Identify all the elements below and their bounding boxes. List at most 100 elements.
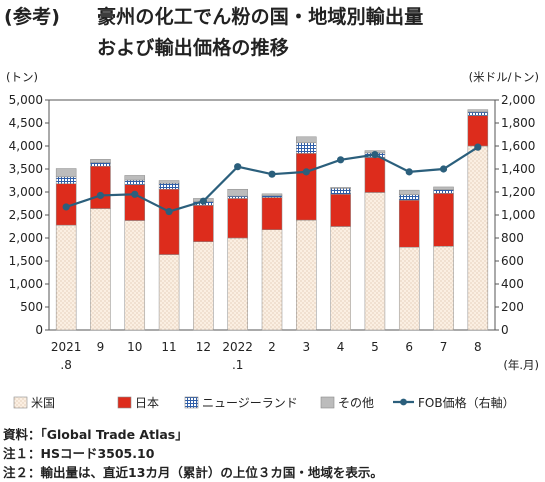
legend-item-other-label: その他 xyxy=(338,396,374,410)
volume-note: 注２：輸出量は、直近13カ月（累計）の上位３カ国・地域を表示。 xyxy=(3,465,383,480)
bar-segment-japan xyxy=(398,200,420,248)
legend-item-us-swatch xyxy=(13,396,28,409)
y-left-tick-label: 3,000 xyxy=(9,185,43,199)
y-right-tick-label: 1,600 xyxy=(501,139,535,153)
bar-segment-nz xyxy=(398,194,420,201)
fob-price-point xyxy=(439,165,448,173)
x-tick-label: 3 xyxy=(302,340,310,354)
bar-segment-japan xyxy=(433,193,454,247)
bar-segment-japan xyxy=(261,197,283,230)
y-right-tick-label: 1,800 xyxy=(501,116,535,130)
bar-segment-japan xyxy=(467,115,489,147)
bar-segment-other xyxy=(261,193,283,196)
legend-item-us-label: 米国 xyxy=(31,396,55,410)
bar-segment-nz xyxy=(261,195,283,198)
bar-segment-other xyxy=(90,159,111,163)
bar-segment-other xyxy=(55,168,77,178)
fob-price-point xyxy=(131,190,139,198)
bar-segment-nz xyxy=(90,162,111,167)
x-tick-label: 10 xyxy=(127,340,142,354)
plot-area: 0 500 1,000 1,500 2,000 2,500 3,000 3,500 4,000 4… xyxy=(6,70,539,372)
bar-segment-other xyxy=(330,187,351,189)
bar-segment-japan xyxy=(158,188,180,255)
bar-segment-japan xyxy=(124,184,146,221)
chart-title-line1: 豪州の化工でん粉の国・地域別輸出量 xyxy=(97,6,424,28)
fob-price-point xyxy=(337,156,345,164)
y-left-tick-label: 4,000 xyxy=(9,139,43,153)
legend-item-fob-label: FOB価格（右軸） xyxy=(418,395,515,410)
x-tick-label: 8 xyxy=(474,340,482,354)
bar-segment-other xyxy=(398,189,420,196)
bar-segment-us xyxy=(193,241,214,331)
bar-segment-us xyxy=(433,246,454,331)
x-tick-label: .1 xyxy=(232,358,243,372)
bar-segment-japan xyxy=(193,205,214,242)
y-right-tick-label: 400 xyxy=(501,277,524,291)
bar-segment-japan xyxy=(330,194,351,227)
fob-price-point xyxy=(268,170,276,178)
bar-segment-us xyxy=(124,220,146,331)
fob-price-point xyxy=(165,207,173,216)
fob-price-point xyxy=(234,163,242,171)
y-left-tick-label: 1,000 xyxy=(9,277,43,291)
bar-segment-us xyxy=(364,192,386,331)
bar-segment-other xyxy=(433,186,454,190)
x-tick-label: 2022 xyxy=(222,340,253,354)
bar-segment-us xyxy=(158,254,180,331)
bar-segment-other xyxy=(467,109,489,113)
bar-segment-us xyxy=(55,224,77,331)
y-right-tick-label: 1,200 xyxy=(501,185,535,199)
title-prefix: (参考) xyxy=(4,6,61,28)
bar-segment-other xyxy=(227,188,248,197)
y-left-tick-label: 0 xyxy=(35,323,43,337)
y-right-axis-label: (米ドル/トン) xyxy=(469,70,539,84)
y-left-tick-label: 1,500 xyxy=(9,254,43,268)
y-left-tick-label: 2,500 xyxy=(9,208,43,222)
y-left-tick-label: 500 xyxy=(20,300,43,314)
y-left-tick-label: 3,500 xyxy=(9,162,43,176)
fob-price-point xyxy=(62,203,70,211)
bar-segment-nz xyxy=(124,179,146,185)
bar-segment-us xyxy=(90,208,111,331)
y-left-tick-label: 2,000 xyxy=(9,231,43,245)
x-tick-label: 12 xyxy=(196,340,211,354)
source-note: 資料：「Global Trade Atlas」 xyxy=(3,427,188,442)
bar-segment-japan xyxy=(296,153,317,221)
bar-segment-nz xyxy=(433,189,454,194)
legend-item-nz-label: ニュージーランド xyxy=(202,396,298,410)
x-tick-label: .8 xyxy=(60,358,71,372)
fob-price-point xyxy=(302,168,310,176)
x-tick-label: 6 xyxy=(405,340,413,354)
x-tick-label: 2021 xyxy=(51,340,82,354)
chart-title-line2: および輸出価格の推移 xyxy=(97,37,290,59)
bar-segment-nz xyxy=(330,188,351,195)
bar-segment-nz xyxy=(296,142,317,154)
fob-price-point xyxy=(199,197,207,205)
bar-segment-nz xyxy=(467,111,489,116)
fob-price-point xyxy=(371,151,379,159)
bar-segment-other xyxy=(296,136,317,144)
bar-segment-us xyxy=(398,246,420,331)
y-left-tick-label: 4,500 xyxy=(9,116,43,130)
legend-item-japan-label: 日本 xyxy=(135,396,159,410)
legend-item-fob-marker xyxy=(400,398,407,406)
export-chart: 0 500 1,000 1,500 2,000 2,500 3,000 3,500 4,000 4… xyxy=(6,70,539,410)
bar-segment-other xyxy=(158,180,180,184)
y-right-tick-label: 600 xyxy=(501,254,524,268)
y-left-tick-label: 5,000 xyxy=(9,93,43,107)
y-right-tick-label: 1,000 xyxy=(501,208,535,222)
bar-segment-nz xyxy=(55,176,77,184)
fob-price-point xyxy=(474,143,482,151)
hs-code-note: 注１：HSコード3505.10 xyxy=(3,446,155,461)
bar-segment-nz xyxy=(158,183,180,190)
bar-segment-us xyxy=(467,145,489,331)
bar-segment-nz xyxy=(227,195,248,199)
legend-item-japan-swatch xyxy=(117,396,132,409)
bar-segment-us xyxy=(261,229,283,331)
x-tick-label: 11 xyxy=(161,340,176,354)
y-right-tick-label: 0 xyxy=(501,323,509,337)
bar-segment-japan xyxy=(364,157,386,193)
legend-item-other-swatch xyxy=(320,396,335,409)
x-tick-label: 5 xyxy=(371,340,379,354)
fob-price-point xyxy=(96,191,105,200)
